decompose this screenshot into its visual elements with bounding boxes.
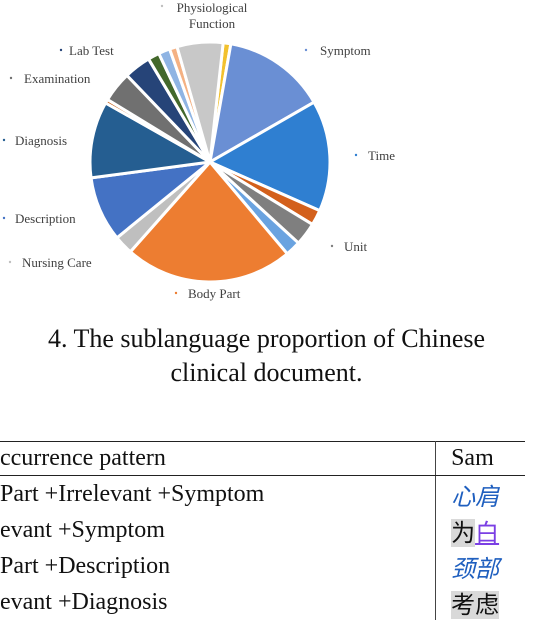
pattern-cell: evant +Diagnosis — [0, 584, 437, 620]
label-diagnosis: Diagnosis — [15, 133, 67, 148]
label-dot — [2, 138, 6, 142]
label-dot — [354, 153, 358, 157]
sample-cell: 考虑 — [451, 590, 500, 619]
pie-slice-body-part — [128, 160, 289, 284]
label-description: Description — [15, 211, 76, 226]
caption-line-2: clinical document. — [170, 358, 363, 387]
label-dot — [160, 4, 164, 8]
sample-cell-link: 白 — [475, 520, 500, 547]
sublanguage-pie-chart: Physiological Function Symptom Lab Test … — [2, 0, 395, 301]
sample-cell: 心肩 — [451, 482, 500, 511]
label-physiological-function-line1: Physiological — [177, 0, 248, 15]
header-sample: Sam — [435, 441, 525, 476]
occurrence-pattern-table: ccurrence pattern Sam Part +Irrelevant +… — [0, 441, 525, 620]
table-row: Part +Irrelevant +Symptom 心肩 — [0, 475, 525, 512]
label-symptom: Symptom — [320, 43, 371, 58]
pie-slices — [88, 40, 332, 284]
pie-slice-physiological-function — [175, 40, 225, 164]
table-row: evant +Diagnosis 考虑 — [0, 584, 525, 620]
label-dot — [8, 260, 12, 264]
label-examination: Examination — [24, 71, 91, 86]
pattern-cell: Part +Irrelevant +Symptom — [0, 475, 437, 512]
figure-caption: 4. The sublanguage proportion of Chinese… — [0, 322, 533, 390]
pie-labels: Physiological Function Symptom Lab Test … — [2, 0, 395, 301]
label-dot — [330, 244, 334, 248]
label-time: Time — [368, 148, 395, 163]
label-body-part: Body Part — [188, 286, 241, 301]
pie-slice-diagnosis — [88, 101, 212, 180]
label-lab-test: Lab Test — [69, 43, 114, 58]
pie-slice-symptom — [208, 42, 316, 164]
pattern-cell: Part +Description — [0, 548, 437, 584]
header-occurrence-pattern: ccurrence pattern — [0, 441, 437, 476]
label-nursing-care: Nursing Care — [22, 255, 92, 270]
pie-slice-time — [208, 100, 332, 213]
label-unit: Unit — [344, 239, 368, 254]
pattern-cell: evant +Symptom — [0, 512, 437, 548]
label-dot — [59, 48, 63, 52]
sample-cell: 为 — [451, 518, 476, 547]
sample-cell: 颈部 — [451, 554, 500, 583]
caption-line-1: 4. The sublanguage proportion of Chinese — [47, 324, 486, 353]
table-row: evant +Symptom 为白 — [0, 512, 525, 548]
table-row: Part +Description 颈部 — [0, 548, 525, 584]
label-dot — [9, 76, 13, 80]
label-dot — [174, 291, 178, 295]
label-dot — [2, 216, 6, 220]
label-dot — [304, 48, 308, 52]
table-header-row: ccurrence pattern Sam — [0, 441, 525, 476]
label-physiological-function-line2: Function — [189, 16, 236, 31]
